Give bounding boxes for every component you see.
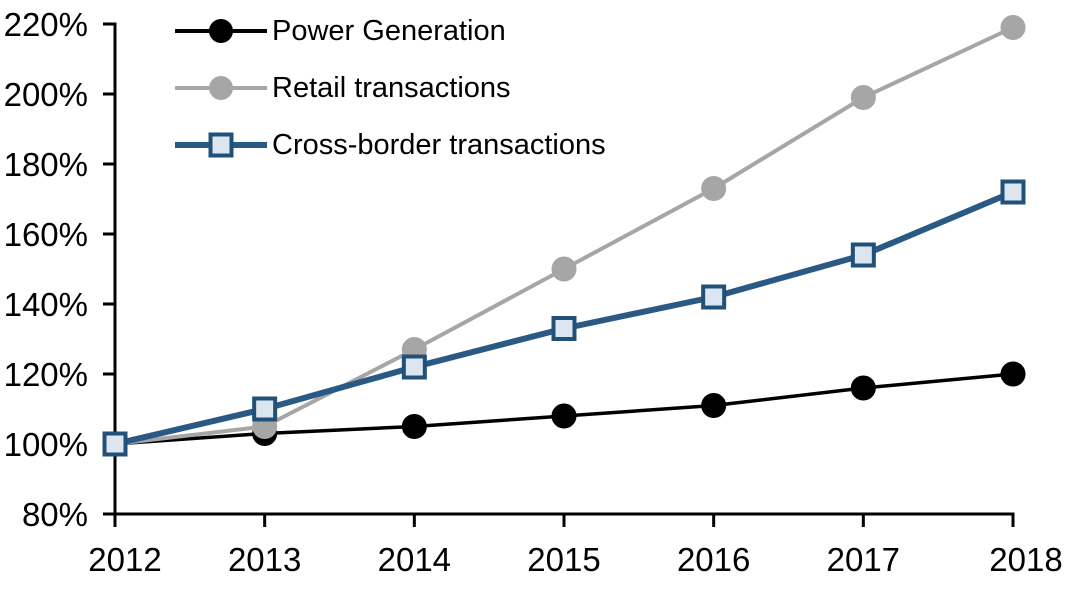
x-tick-label: 2015 [527, 541, 600, 578]
y-tick-label: 120% [4, 356, 88, 393]
y-tick-label: 220% [4, 6, 88, 43]
x-tick-label: 2013 [228, 541, 301, 578]
y-tick-label: 160% [4, 216, 88, 253]
data-point-square-marker [401, 354, 427, 380]
data-point-circle-marker [551, 403, 577, 429]
data-point-circle-marker [1000, 361, 1026, 387]
legend-label: Retail transactions [272, 72, 511, 104]
data-point-square-marker [102, 431, 128, 457]
x-tick-label: 2018 [989, 541, 1062, 578]
data-point-circle-marker [701, 176, 727, 201]
legend-label: Power Generation [272, 15, 506, 47]
x-tick-label: 2014 [378, 541, 451, 578]
legend-sample-retail-transactions [175, 70, 267, 106]
y-tick-label: 100% [4, 426, 88, 463]
y-tick-label: 180% [4, 146, 88, 183]
data-point-square-marker [252, 396, 278, 422]
y-tick-label: 80% [22, 496, 88, 533]
x-tick-label: 2012 [88, 541, 161, 578]
legend-sample-power-generation [175, 13, 267, 49]
data-point-square-marker [850, 242, 876, 268]
data-point-circle-marker [1000, 15, 1026, 40]
data-point-square-marker [1000, 179, 1026, 205]
legend-label: Cross-border transactions [272, 129, 606, 161]
x-tick-label: 2016 [677, 541, 750, 578]
data-point-circle-marker [701, 393, 727, 418]
y-tick-label: 140% [4, 286, 88, 323]
data-point-square-marker [701, 284, 727, 310]
y-tick-label: 200% [4, 76, 88, 113]
data-point-circle-marker [850, 85, 876, 110]
circle-marker-icon [209, 19, 233, 43]
circle-marker-icon [209, 76, 233, 100]
legend-sample-cross-border-transactions [175, 127, 267, 163]
data-point-circle-marker [850, 375, 876, 401]
data-point-square-marker [551, 316, 577, 341]
legend-item-retail-transactions: Retail transactions [175, 70, 511, 106]
legend-item-power-generation: Power Generation [175, 13, 506, 49]
square-marker-icon [208, 132, 234, 158]
data-point-circle-marker [401, 414, 427, 439]
data-point-circle-marker [551, 256, 577, 282]
x-tick-label: 2017 [827, 541, 900, 578]
legend-item-cross-border-transactions: Cross-border transactions [175, 127, 606, 163]
